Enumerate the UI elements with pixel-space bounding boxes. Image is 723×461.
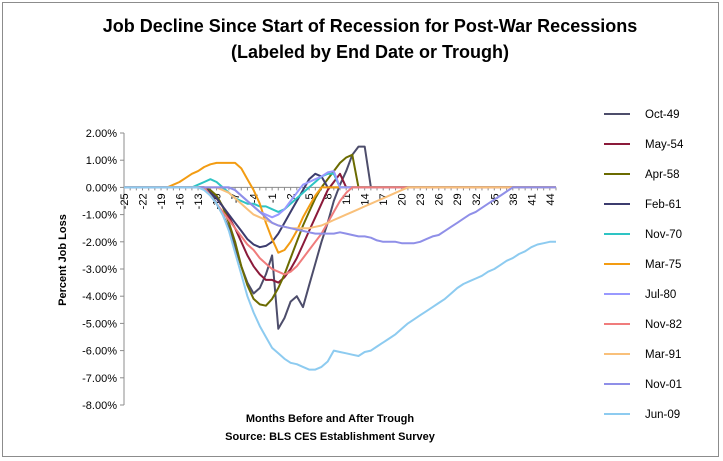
x-tick-label: 20 bbox=[397, 193, 409, 205]
series-line-jun-09 bbox=[124, 186, 556, 371]
series-line-nov-82 bbox=[124, 186, 556, 276]
chart-title: Job Decline Since Start of Recession for… bbox=[103, 16, 638, 36]
y-axis-label: Percent Job Loss bbox=[57, 214, 69, 306]
series-line-mar-75 bbox=[124, 161, 556, 254]
x-tick-label: 44 bbox=[545, 193, 557, 205]
x-tick-label: 41 bbox=[526, 193, 538, 205]
x-tick-label: -16 bbox=[175, 193, 187, 209]
legend-label: Apr-58 bbox=[645, 169, 680, 181]
x-tick-label: 11 bbox=[341, 193, 353, 204]
legend-label: Nov-70 bbox=[645, 229, 682, 241]
axes: 2.00% 1.00% 0.00% -1.00% -2.00% -3.00% -4.00% -… bbox=[82, 128, 557, 412]
y-tick-label: -8.00% bbox=[82, 400, 117, 412]
y-tick-label: -3.00% bbox=[82, 264, 117, 276]
legend: Oct-49 May-54 Apr-58 Feb-61 Nov-70 Mar-75 Jul-… bbox=[604, 109, 684, 421]
x-tick-label: -22 bbox=[138, 193, 150, 209]
x-tick-label: 38 bbox=[508, 193, 520, 205]
x-tick-label: -13 bbox=[193, 193, 205, 209]
chart-frame bbox=[2, 2, 719, 457]
y-tick-label: -2.00% bbox=[82, 237, 117, 249]
x-tick-label: 29 bbox=[452, 193, 464, 205]
series-line-nov-01 bbox=[124, 186, 556, 245]
legend-label: Oct-49 bbox=[645, 109, 680, 121]
legend-label: Mar-75 bbox=[645, 259, 681, 271]
legend-label: Feb-61 bbox=[645, 199, 681, 211]
x-tick-label: 23 bbox=[415, 193, 427, 205]
y-tick-label: 2.00% bbox=[86, 128, 117, 140]
y-tick-label: -1.00% bbox=[82, 210, 117, 222]
series-lines bbox=[124, 145, 556, 371]
x-tick-label: 14 bbox=[360, 193, 372, 205]
x-tick-label: 26 bbox=[434, 193, 446, 205]
chart-subtitle: (Labeled by End Date or Trough) bbox=[231, 42, 509, 62]
x-tick-label: -4 bbox=[249, 193, 261, 203]
x-tick-label: -1 bbox=[267, 193, 279, 203]
y-tick-label: -6.00% bbox=[82, 346, 117, 358]
chart-source: Source: BLS CES Establishment Survey bbox=[225, 431, 436, 443]
legend-label: Mar-91 bbox=[645, 349, 681, 361]
x-tick-label: 8 bbox=[323, 193, 335, 199]
legend-label: Nov-82 bbox=[645, 319, 682, 331]
x-tick-label: -19 bbox=[156, 193, 168, 209]
y-tick-label: -7.00% bbox=[82, 373, 117, 385]
x-axis-label: Months Before and After Trough bbox=[246, 413, 415, 425]
series-line-apr-58 bbox=[124, 153, 556, 307]
legend-label: May-54 bbox=[645, 139, 684, 151]
legend-label: Jun-09 bbox=[645, 409, 680, 421]
legend-label: Jul-80 bbox=[645, 289, 676, 301]
legend-label: Nov-01 bbox=[645, 379, 682, 391]
y-tick-label: 0.00% bbox=[86, 182, 117, 194]
x-tick-label: 2 bbox=[286, 193, 298, 199]
series-line-feb-61 bbox=[124, 172, 556, 249]
series-line-mar-91 bbox=[124, 186, 556, 230]
x-tick-label: 32 bbox=[471, 193, 483, 205]
x-tick-label: -25 bbox=[119, 193, 131, 209]
y-tick-label: 1.00% bbox=[86, 155, 117, 167]
y-tick-label: -4.00% bbox=[82, 291, 117, 303]
y-tick-label: -5.00% bbox=[82, 318, 117, 330]
x-tick-label: 5 bbox=[304, 193, 316, 199]
